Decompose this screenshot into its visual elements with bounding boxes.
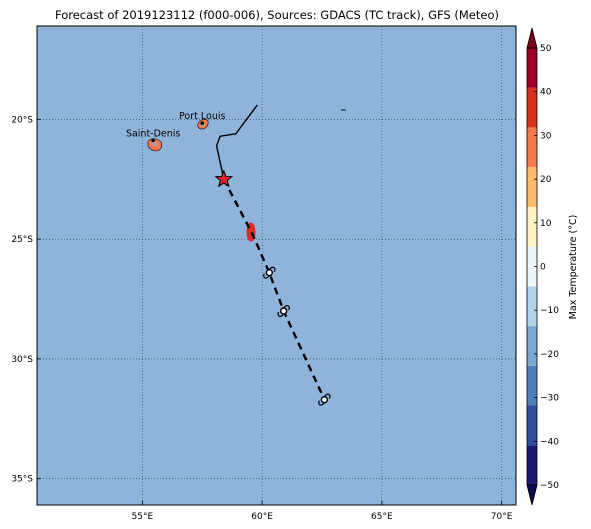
colorbar: 50 40 30 20 10 0 −10 −20 −30 −40 −50 <box>526 27 559 506</box>
colorbar-segment <box>527 167 537 207</box>
colorbar-tick-label: 0 <box>540 263 546 273</box>
colorbar-extend-low <box>526 484 538 506</box>
city-dot <box>151 138 155 143</box>
current-position-star-icon <box>214 169 234 188</box>
city-dot <box>200 121 205 126</box>
colorbar-tick-label: 30 <box>540 131 552 141</box>
map-frame <box>36 25 517 506</box>
lon-tick-label: 60°E <box>251 512 273 522</box>
cyclone-symbols <box>263 266 331 406</box>
graticule <box>37 26 516 505</box>
ocean-background <box>37 26 516 505</box>
reunion-highland <box>152 141 158 147</box>
colorbar-tick-label: −50 <box>540 481 559 491</box>
city-markers: Port Louis Saint-Denis <box>126 111 226 143</box>
lat-tick-label: 20°S <box>11 115 33 125</box>
colorbar-tick-label: −30 <box>540 394 559 404</box>
lat-tick-label: 35°S <box>11 475 33 485</box>
colorbar-segment <box>527 326 537 366</box>
colorbar-segment <box>527 206 537 247</box>
axis-tick-labels: 55°E 60°E 65°E 70°E 20°S 25°S 30°S 35°S <box>11 115 512 522</box>
colorbar-segment <box>527 365 537 406</box>
cyclone-symbol-icon <box>263 266 276 279</box>
lon-tick-label: 65°E <box>371 512 393 522</box>
colorbar-tick-label: −40 <box>540 437 559 447</box>
colorbar-tick-label: 40 <box>540 88 552 98</box>
cyclone-symbol-icon <box>318 393 331 406</box>
colorbar-segment <box>527 87 537 128</box>
colorbar-segment <box>527 127 537 168</box>
colorbar-tick-label: 50 <box>540 44 552 54</box>
colorbar-segment <box>527 246 537 287</box>
cyclone-symbol-icon <box>277 305 290 317</box>
lon-tick-label: 70°E <box>491 512 513 522</box>
map-panel: Port Louis Saint-Denis 55°E 60°E 65°E 70°E 20… <box>11 25 517 522</box>
rodrigues-island <box>340 109 347 111</box>
colorbar-label: Max Temperature (°C) <box>568 215 579 320</box>
colorbar-segment <box>527 405 537 446</box>
colorbar-segment <box>527 286 537 327</box>
city-label: Saint-Denis <box>126 128 180 139</box>
forecast-track-line <box>222 178 326 401</box>
past-track-line <box>215 104 258 180</box>
lon-tick-label: 55°E <box>132 512 154 522</box>
figure-title: Forecast of 2019123112 (f000-006), Sourc… <box>55 8 499 22</box>
colorbar-tick-label: −20 <box>540 350 559 360</box>
lat-tick-label: 30°S <box>11 355 33 365</box>
colorbar-segment <box>527 445 537 485</box>
colorbar-tick-label: 10 <box>540 219 552 229</box>
lat-tick-label: 25°S <box>11 235 33 245</box>
colorbar-segment <box>527 48 537 88</box>
colorbar-tick-label: 20 <box>540 175 552 185</box>
colorbar-tick-label: −10 <box>540 306 559 316</box>
city-label: Port Louis <box>179 111 225 122</box>
islands <box>147 109 347 242</box>
colorbar-extend-high <box>526 27 538 49</box>
